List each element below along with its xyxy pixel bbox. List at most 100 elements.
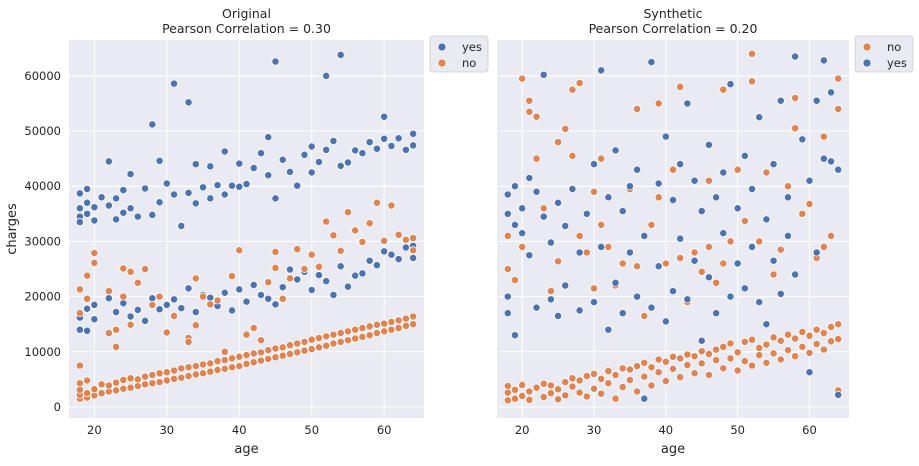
data-point <box>719 85 728 94</box>
x-tick-label: 60 <box>377 423 392 437</box>
legend-label: no <box>887 40 901 54</box>
data-point <box>220 288 229 297</box>
data-point <box>184 98 193 107</box>
data-point <box>409 141 418 150</box>
data-point <box>827 322 835 331</box>
data-point <box>401 243 410 252</box>
data-point <box>776 355 785 364</box>
data-point <box>798 342 807 351</box>
data-point <box>300 337 309 346</box>
data-point <box>791 93 800 102</box>
data-point <box>271 57 280 66</box>
data-point <box>819 132 828 141</box>
series-yes <box>503 52 843 403</box>
data-point <box>372 144 381 153</box>
data-point <box>104 201 113 210</box>
data-point <box>611 371 620 379</box>
data-point <box>755 237 764 246</box>
data-point <box>503 292 512 301</box>
data-point <box>568 374 577 383</box>
data-point <box>618 364 627 373</box>
data-point <box>97 193 106 202</box>
data-point <box>343 158 352 167</box>
data-point <box>177 364 186 373</box>
data-point <box>546 381 555 390</box>
data-point <box>654 99 663 108</box>
data-point <box>401 145 410 154</box>
data-point <box>235 285 244 294</box>
data-point <box>191 199 200 208</box>
data-point <box>503 396 512 405</box>
data-point <box>733 259 742 268</box>
data-point <box>827 337 835 346</box>
data-point <box>791 52 800 61</box>
data-point <box>155 369 164 378</box>
data-point <box>148 300 157 309</box>
data-point <box>271 194 280 203</box>
data-point <box>191 362 200 371</box>
data-point <box>769 270 778 279</box>
data-point <box>264 133 273 142</box>
data-point <box>776 289 785 298</box>
data-point <box>532 303 541 312</box>
data-point <box>561 222 570 230</box>
data-point <box>271 247 280 256</box>
data-point <box>755 351 764 360</box>
data-point <box>805 176 814 185</box>
data-point <box>733 348 742 357</box>
data-point <box>597 154 606 163</box>
data-point <box>133 375 142 384</box>
data-point <box>372 329 381 337</box>
data-point <box>819 329 828 337</box>
data-point <box>119 186 128 195</box>
y-tick-label: 40000 <box>24 179 61 193</box>
data-point <box>148 371 157 379</box>
data-point <box>597 66 606 75</box>
x-tick-label: 20 <box>87 423 102 437</box>
data-point <box>661 317 670 326</box>
data-point <box>162 328 171 337</box>
data-point <box>776 96 785 105</box>
data-point <box>278 351 287 360</box>
legend-marker <box>862 42 872 52</box>
data-point <box>690 352 699 361</box>
data-point <box>264 278 273 287</box>
data-point <box>206 359 215 368</box>
data-point <box>834 74 843 83</box>
data-point <box>119 384 128 393</box>
data-point <box>75 385 84 394</box>
x-tick-label: 40 <box>658 423 673 437</box>
data-point <box>712 345 721 354</box>
data-point <box>791 334 800 343</box>
data-point <box>409 246 418 255</box>
data-point <box>740 151 749 160</box>
data-point <box>119 375 128 384</box>
data-point <box>409 129 418 138</box>
data-point <box>661 357 670 366</box>
data-point <box>712 356 721 365</box>
data-point <box>518 391 527 400</box>
data-point <box>141 184 150 193</box>
data-point <box>776 336 785 345</box>
data-point <box>503 231 512 240</box>
data-point <box>191 370 200 379</box>
x-tick-label: 50 <box>730 423 745 437</box>
data-point <box>532 187 541 196</box>
data-point <box>83 304 92 313</box>
data-point <box>625 375 634 384</box>
data-point <box>726 292 735 301</box>
data-point <box>170 311 179 320</box>
data-point <box>112 215 121 224</box>
data-point <box>358 332 367 341</box>
data-point <box>307 250 316 259</box>
data-point <box>633 262 642 271</box>
data-point <box>503 309 512 318</box>
data-point <box>769 333 778 342</box>
data-point <box>640 394 649 403</box>
data-point <box>336 329 345 337</box>
data-point <box>769 256 778 265</box>
data-point <box>511 220 519 229</box>
data-point <box>387 142 396 150</box>
data-point <box>812 325 821 334</box>
